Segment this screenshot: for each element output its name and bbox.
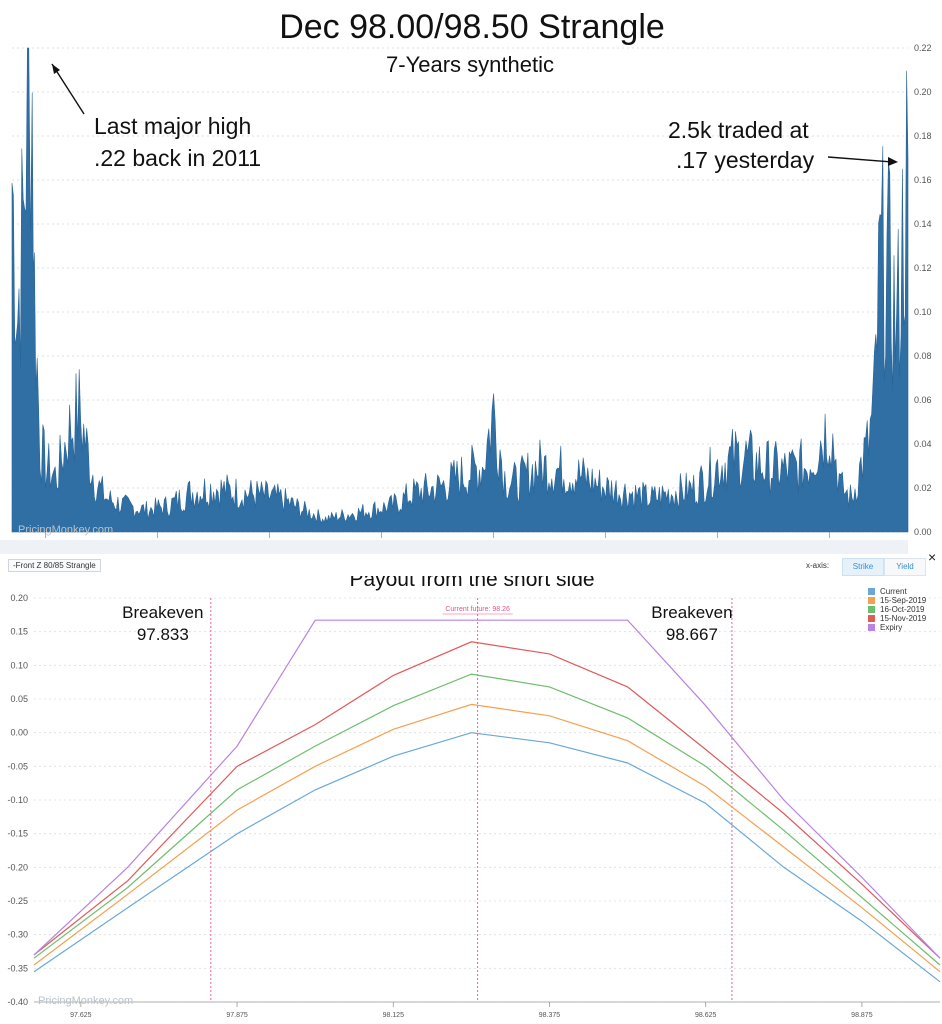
legend-label: 15-Nov-2019: [880, 614, 927, 623]
series-line: [33, 619, 941, 959]
y-tick-label: -0.10: [7, 795, 28, 805]
chart-subtitle: 7-Years synthetic: [386, 52, 554, 77]
breakeven-value: 98.667: [666, 625, 718, 644]
y-tick-label: 0.20: [914, 87, 932, 97]
strangle-history-chart: 0.22 0.20 0.18 0.16 0.14 0.12 0.10 0.08 0.06 0.04…: [0, 8, 932, 554]
current-future-label: Current future: 98.26: [445, 606, 510, 613]
x-tick-label: 97.875: [226, 1012, 248, 1019]
series-line: [33, 673, 941, 966]
legend-label: 15-Sep-2019: [880, 596, 927, 605]
x-axis-band: [0, 540, 908, 554]
annotation-left-arrow: [51, 63, 85, 115]
y-tick-label: 0.14: [914, 219, 932, 229]
series-line: [33, 732, 941, 983]
chart-title: Payout from the short side: [349, 576, 594, 591]
yield-button[interactable]: Yield: [884, 558, 926, 576]
xaxis-label: x-axis:: [806, 561, 830, 570]
annotation-left-arrowhead: [52, 64, 60, 74]
legend: Current15-Sep-201916-Oct-201915-Nov-2019…: [868, 587, 927, 632]
y-tick-label: 0.02: [914, 483, 932, 493]
breakeven-label: Breakeven: [651, 603, 732, 622]
series-line: [33, 641, 941, 959]
y-tick-label: -0.25: [7, 896, 28, 906]
y-tick-label: 0.20: [10, 593, 28, 603]
annotation-right-line2: .17 yesterday: [676, 147, 815, 173]
y-tick-label: 0.00: [10, 728, 28, 738]
breakeven-label: Breakeven: [122, 603, 203, 622]
x-tick-label: 97.625: [70, 1012, 92, 1019]
series-line: [33, 703, 941, 973]
y-tick-label: 0.16: [914, 175, 932, 185]
x-tick-label: 98.375: [539, 1012, 561, 1019]
watermark: PricingMonkey.com: [38, 995, 133, 1007]
payout-series: [33, 619, 941, 983]
y-axis-ticks: 0.22 0.20 0.18 0.16 0.14 0.12 0.10 0.08 0.06 0.04…: [914, 43, 932, 537]
legend-swatch: [868, 624, 875, 631]
price-area: [11, 47, 909, 533]
y-tick-label: 0.06: [914, 395, 932, 405]
chart-title: Dec 98.00/98.50 Strangle: [279, 8, 665, 46]
y-tick-label: -0.40: [7, 997, 28, 1007]
y-tick-label: 0.05: [10, 694, 28, 704]
x-tick-label: 98.875: [851, 1012, 873, 1019]
close-icon[interactable]: ×: [928, 549, 937, 565]
annotation-left-line1: Last major high: [94, 113, 251, 139]
annotation-right-arrowhead: [888, 157, 898, 166]
y-axis-ticks: 0.20 0.15 0.10 0.05 0.00 -0.05 -0.10 -0.15 -0.20…: [7, 593, 28, 1007]
y-tick-label: -0.15: [7, 829, 28, 839]
legend-swatch: [868, 615, 875, 622]
payout-chart: Breakeven 97.833 Current future: 98.26 Brea…: [7, 576, 941, 1019]
strike-button-label: Strike: [852, 562, 874, 571]
legend-swatch: [868, 597, 875, 604]
strike-button[interactable]: Strike: [842, 558, 884, 576]
y-tick-label: 0.15: [10, 627, 28, 637]
xaxis-toggle: x-axis:: [806, 561, 829, 570]
strategy-dropdown-label: -Front Z 80/85 Strangle: [13, 561, 96, 570]
legend-label: Current: [880, 587, 907, 596]
legend-swatch: [868, 588, 875, 595]
annotation-left-line2: .22 back in 2011: [94, 145, 261, 171]
annotation-right-line1: 2.5k traded at: [668, 117, 809, 143]
y-tick-label: -0.35: [7, 963, 28, 973]
x-tick-label: 98.125: [383, 1012, 405, 1019]
x-tick-label: 98.625: [695, 1012, 717, 1019]
yield-button-label: Yield: [896, 562, 914, 571]
y-tick-label: -0.20: [7, 862, 28, 872]
y-tick-label: -0.30: [7, 930, 28, 940]
watermark: PricingMonkey.com: [18, 524, 113, 536]
x-axis-ticks: 97.625 97.875 98.125 98.375 98.625 98.875: [70, 1002, 873, 1019]
annotations: Last major high .22 back in 2011 2.5k trad…: [51, 63, 898, 173]
y-tick-label: 0.18: [914, 131, 932, 141]
y-tick-label: 0.10: [10, 660, 28, 670]
y-tick-label: 0.04: [914, 439, 932, 449]
y-tick-label: 0.22: [914, 43, 932, 53]
legend-label: 16-Oct-2019: [880, 605, 925, 614]
legend-swatch: [868, 606, 875, 613]
breakeven-value: 97.833: [137, 625, 189, 644]
y-tick-label: 0.10: [914, 307, 932, 317]
y-tick-label: 0.08: [914, 351, 932, 361]
strategy-dropdown[interactable]: -Front Z 80/85 Strangle: [8, 559, 101, 572]
y-tick-label: 0.12: [914, 263, 932, 273]
annotation-right-arrow: [827, 156, 893, 163]
grid-lines: [34, 597, 940, 1003]
reference-lines: Breakeven 97.833 Current future: 98.26 Brea…: [122, 598, 733, 1002]
legend-label: Expiry: [880, 623, 902, 632]
y-tick-label: -0.05: [7, 761, 28, 771]
y-tick-label: 0.00: [914, 527, 932, 537]
